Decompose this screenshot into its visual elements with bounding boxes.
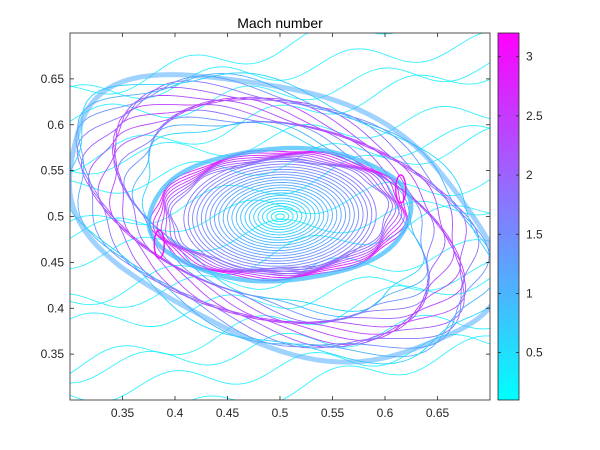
- contour-line-vortex: [213, 176, 347, 257]
- y-axis: 0.35 0.4 0.45 0.5 0.55 0.6 0.65: [41, 72, 490, 361]
- colorbar-frame: [497, 32, 520, 401]
- y-tick-label: 0.6: [47, 118, 64, 132]
- colorbar-ticks: 0.5 1 1.5 2 2.5 3: [498, 50, 543, 360]
- colorbar-tick-label: 1: [526, 286, 533, 300]
- x-axis: 0.35 0.4 0.45 0.5 0.55 0.6 0.65: [111, 33, 450, 420]
- y-tick-label: 0.65: [41, 72, 65, 86]
- contour-line-far-field: [70, 261, 490, 327]
- contour-line-inner-shock: [146, 145, 414, 284]
- contour-line-vortex: [205, 171, 355, 262]
- y-tick-label: 0.5: [47, 210, 64, 224]
- contour-line-vortex: [270, 210, 290, 223]
- plot-area: 0.35 0.4 0.45 0.5 0.55 0.6 0.65 0.35 0.4 0.45 0.5…: [41, 32, 491, 420]
- contour-line-outer-band: [88, 94, 467, 346]
- contour-line-vortex: [183, 158, 377, 275]
- y-tick-label: 0.45: [41, 255, 65, 269]
- contour-line-vortex: [200, 168, 360, 265]
- contour-line-vortex: [218, 179, 342, 254]
- contour-line-vortex: [187, 161, 373, 272]
- contour-line-vortex: [222, 182, 338, 251]
- contour-line-inner-band: [166, 155, 397, 273]
- x-tick-label: 0.65: [426, 406, 450, 420]
- colorbar-tick-label: 2.5: [526, 109, 543, 123]
- colorbar-gradient: [498, 33, 519, 400]
- contour-line-vortex: [231, 187, 329, 246]
- contour-line-inner-band: [164, 154, 400, 275]
- contour-line-vortex: [262, 205, 298, 228]
- contour-line-vortex: [257, 202, 303, 231]
- x-tick-label: 0.45: [216, 406, 240, 420]
- contour-line-far-field: [70, 106, 490, 175]
- contour-line-vortex: [266, 208, 294, 225]
- y-tick-label: 0.35: [41, 347, 65, 361]
- x-tick-label: 0.55: [321, 406, 345, 420]
- x-tick-label: 0.5: [272, 406, 289, 420]
- contour-line-vortex: [209, 174, 351, 259]
- contour-line-inner-band: [160, 153, 403, 277]
- contour-peak-mach: [153, 229, 165, 259]
- x-tick-label: 0.35: [111, 406, 135, 420]
- x-tick-label: 0.4: [167, 406, 184, 420]
- contour-line-far-field: [70, 62, 490, 122]
- colorbar-tick-label: 3: [526, 50, 533, 64]
- contour-line-vortex: [235, 189, 325, 244]
- contour-line-far-field: [70, 277, 490, 374]
- colorbar: 0.5 1 1.5 2 2.5 3: [497, 32, 543, 401]
- x-tick-label: 0.6: [377, 406, 394, 420]
- contour-line-far-field: [70, 239, 490, 308]
- contour-line-vortex: [240, 192, 320, 241]
- contour-line-vortex: [275, 213, 285, 220]
- contour-line-inner-band: [168, 157, 393, 271]
- contour-line-vortex: [253, 200, 307, 233]
- contour-line-far-field: [191, 335, 490, 400]
- contour-line-outer-band: [81, 86, 467, 348]
- contour-line-vortex: [244, 195, 316, 238]
- contour-line-outer-band: [123, 116, 430, 322]
- contour-line-vortex: [196, 166, 364, 267]
- contour-lines: [70, 33, 490, 400]
- contour-line-inner-band: [152, 151, 407, 280]
- contour-line-inner-band: [170, 158, 390, 270]
- colorbar-tick-label: 2: [526, 168, 533, 182]
- contour-line-vortex: [192, 163, 368, 270]
- colorbar-tick-label: 1.5: [526, 227, 543, 241]
- contour-line-far-field: [70, 33, 395, 95]
- contour-line-outer-band: [76, 80, 480, 349]
- colorbar-tick-label: 0.5: [526, 346, 543, 360]
- contour-peak-mach: [395, 174, 407, 204]
- contour-line-vortex: [227, 184, 333, 249]
- contour-line-outer-shock: [70, 72, 490, 365]
- contour-line-far-field: [70, 74, 490, 173]
- y-tick-label: 0.4: [47, 301, 64, 315]
- y-tick-label: 0.55: [41, 164, 65, 178]
- contour-line-inner-band: [156, 152, 405, 278]
- contour-line-vortex: [248, 197, 312, 236]
- chart-title: Mach number: [237, 15, 323, 31]
